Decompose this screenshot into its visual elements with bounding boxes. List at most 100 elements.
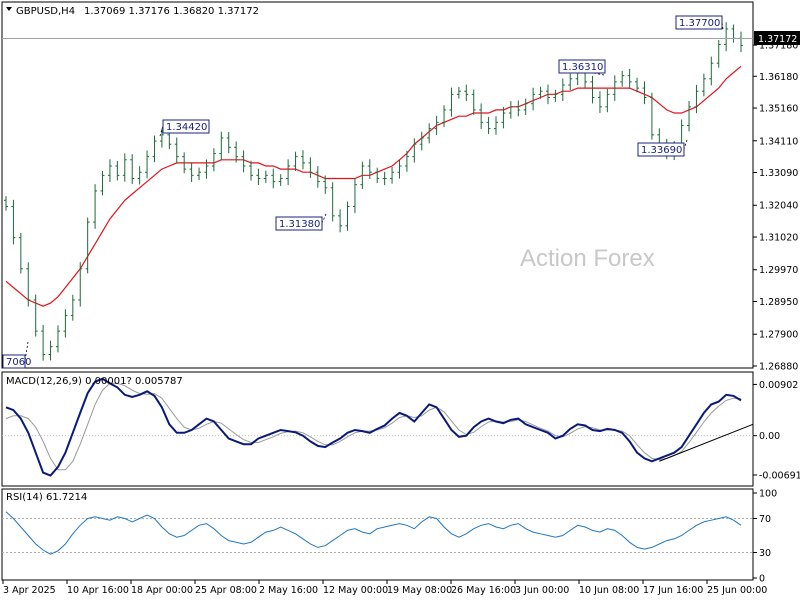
rsi-label: RSI(14) 61.7214 — [6, 492, 87, 503]
price-bar — [55, 325, 60, 353]
price-bar — [538, 86, 543, 99]
rsi-axis: 100 70 30 0 — [2, 489, 777, 585]
price-bar — [486, 116, 491, 135]
price-bar — [390, 167, 395, 184]
time-tick-label: 17 Jun 16:00 — [643, 585, 703, 596]
price-bar — [382, 171, 387, 186]
annotation-label: 1.37700 — [679, 18, 720, 29]
time-tick-label: 25 Jun 00:00 — [707, 585, 767, 596]
price-bar — [115, 160, 120, 181]
time-tick-label: 12 May 00:00 — [323, 585, 388, 596]
price-bar — [605, 88, 610, 113]
price-bar — [642, 81, 647, 105]
price-bar — [323, 175, 328, 194]
annotation-label: 1.34420 — [166, 122, 207, 133]
time-axis: 3 Apr 2025 10 Apr 16:00 18 Apr 00:00 25 Apr… — [2, 580, 767, 596]
price-bar — [442, 105, 447, 128]
price-bar — [352, 178, 357, 214]
price-bar — [412, 138, 417, 163]
moving-average-line — [5, 65, 742, 307]
price-bar — [145, 150, 150, 179]
rsi-tick-label: 30 — [759, 548, 771, 559]
price-bar — [330, 182, 335, 222]
price-bar — [367, 159, 372, 179]
price-bar — [338, 209, 343, 233]
price-tick-label: 1.33090 — [759, 168, 798, 179]
price-bar — [93, 184, 98, 229]
price-tick-label: 1.31020 — [759, 233, 798, 244]
price-bar — [345, 201, 350, 231]
price-tick-label: 1.28950 — [759, 297, 798, 308]
price-bar — [597, 91, 602, 113]
price-bar — [159, 128, 164, 148]
annotation-label: 7060 — [6, 357, 31, 368]
macd-tick-label: 0.00 — [759, 431, 780, 442]
price-bar — [122, 153, 127, 182]
time-tick-label: 19 May 08:00 — [387, 585, 452, 596]
macd-axis: 0.00902 0.00 -0.006915 — [2, 380, 800, 481]
time-tick-label: 10 Apr 16:00 — [67, 585, 129, 596]
price-annotation: 1.31380 — [275, 213, 327, 231]
price-bar — [620, 70, 625, 87]
price-bar — [709, 56, 714, 86]
price-bar — [434, 115, 439, 136]
price-bar — [694, 84, 699, 114]
price-bar — [211, 148, 216, 172]
price-bar — [130, 154, 135, 185]
time-tick-label: 25 Apr 08:00 — [195, 585, 257, 596]
price-bar — [560, 78, 565, 101]
price-bar — [479, 103, 484, 129]
price-bar — [26, 262, 31, 307]
price-bar — [612, 75, 617, 101]
price-bar — [33, 294, 38, 337]
annotation-label: 1.33690 — [641, 145, 682, 156]
macd-line — [5, 377, 742, 477]
price-annotations: 7060 1.34420 1.31380 1.36310 1.33690 1.37700 — [2, 15, 724, 369]
rsi-tick-label: 100 — [759, 489, 777, 500]
price-bar — [404, 150, 409, 172]
price-annotation: 1.36310 — [558, 59, 606, 76]
macd-label: MACD(12,26,9) 0.00001? 0.005787 — [6, 376, 183, 387]
rsi-tick-label: 70 — [759, 514, 771, 525]
price-bar — [271, 168, 276, 189]
last-price-tag — [754, 31, 800, 45]
price-bar — [18, 232, 23, 274]
price-bar — [241, 150, 246, 173]
price-bar — [11, 199, 16, 245]
time-tick-label: 2 May 16:00 — [259, 585, 318, 596]
price-tick-label: 1.26880 — [759, 362, 798, 373]
price-bar — [107, 159, 112, 182]
price-bar — [174, 137, 179, 164]
price-tick-label: 1.36180 — [759, 72, 798, 83]
price-bar — [234, 141, 239, 163]
price-bar — [701, 73, 706, 97]
price-bar — [182, 152, 187, 174]
macd-trendline — [659, 423, 754, 462]
price-tick-label: 1.27900 — [759, 330, 798, 341]
watermark: Action Forex — [520, 245, 655, 272]
price-bar — [590, 75, 595, 104]
price-tick-label: 1.32040 — [759, 201, 798, 212]
price-bar — [4, 196, 8, 211]
price-bar — [627, 68, 632, 89]
price-bar — [516, 100, 521, 117]
price-bar — [286, 159, 291, 186]
price-bar — [419, 131, 424, 151]
price-bar — [456, 87, 461, 99]
collapse-triangle-icon[interactable] — [6, 7, 12, 11]
price-bar — [293, 151, 298, 171]
time-tick-label: 3 Jun 00:00 — [515, 585, 569, 596]
price-bar — [471, 89, 476, 115]
time-tick-label: 18 Apr 00:00 — [131, 585, 193, 596]
price-bar — [315, 166, 320, 188]
price-bar — [449, 87, 454, 117]
rsi-series — [5, 511, 742, 555]
macd-panel — [1, 371, 754, 487]
price-bar — [100, 170, 105, 196]
moving-average-series — [5, 65, 742, 307]
rsi-line — [5, 511, 742, 555]
price-bar — [360, 161, 365, 190]
price-bar — [41, 324, 46, 361]
price-bar — [508, 101, 513, 119]
